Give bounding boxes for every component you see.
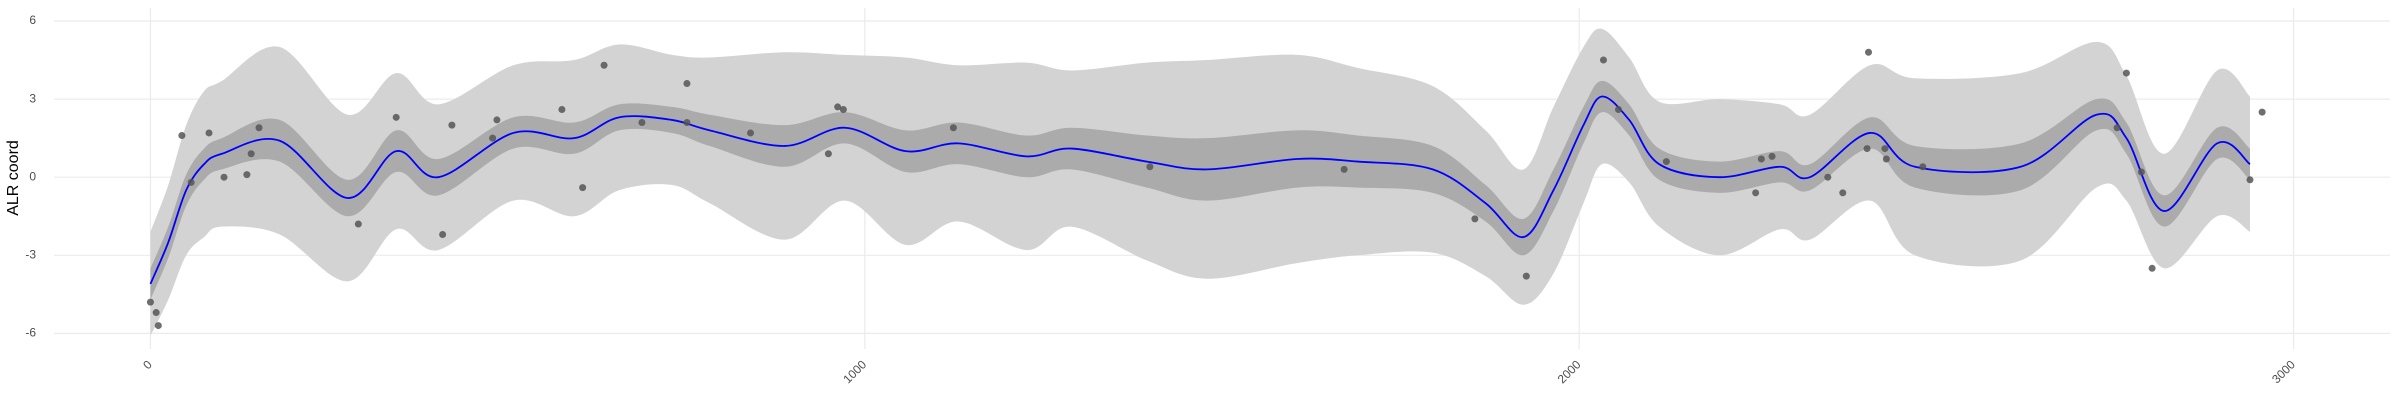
data-point [1839,189,1847,197]
data-point [1757,155,1765,163]
data-point [243,171,251,179]
data-point [1614,106,1622,114]
data-point [2122,69,2130,77]
data-point [638,119,646,127]
data-point [152,309,160,317]
y-tick-label: 6 [29,13,36,27]
data-point [1824,173,1832,181]
y-tick-label: 3 [29,91,36,105]
data-point [1599,56,1607,64]
confidence-band [150,80,2250,300]
data-point [1522,272,1530,280]
data-point [1752,189,1760,197]
data-point [1919,163,1927,171]
data-point [839,106,847,114]
x-tick-label: 1000 [840,357,869,386]
data-point [600,61,608,69]
data-point [1865,48,1873,56]
y-tick-label: -3 [25,247,36,261]
x-tick-label: 3000 [2269,357,2298,386]
data-point [683,79,691,87]
data-point [1662,158,1670,166]
data-point [1768,152,1776,160]
data-point [949,124,957,132]
data-point [2137,168,2145,176]
data-point [579,184,587,192]
data-point [824,150,832,158]
data-point [205,129,213,137]
data-point [178,132,186,140]
data-point [154,322,162,330]
data-point [747,129,755,137]
data-point [220,173,228,181]
mean-line [149,95,2251,285]
data-point [493,116,501,124]
data-point [2258,108,2266,116]
data-point [1882,155,1890,163]
data-point [354,220,362,228]
data-point [1863,145,1871,153]
data-point [1146,163,1154,171]
x-tick-label: 0 [140,357,155,372]
data-point [247,150,255,158]
data-point [2148,264,2156,272]
x-tick-label: 2000 [1555,357,1584,386]
data-point [439,230,447,238]
data-point [834,103,842,111]
y-tick-label: 0 [29,169,36,183]
data-point [489,134,497,142]
data-point [1471,215,1479,223]
y-tick-label: -6 [25,326,36,340]
data-point [683,119,691,127]
data-point [1340,165,1348,173]
data-point [146,298,154,306]
data-point [255,124,263,132]
data-point [187,178,195,186]
y-axis-label: ALR coord [5,140,22,216]
data-point [558,106,566,114]
data-point [392,113,400,121]
data-point [1881,145,1889,153]
data-point [448,121,456,129]
data-point [2113,124,2121,132]
data-point [2246,176,2254,184]
